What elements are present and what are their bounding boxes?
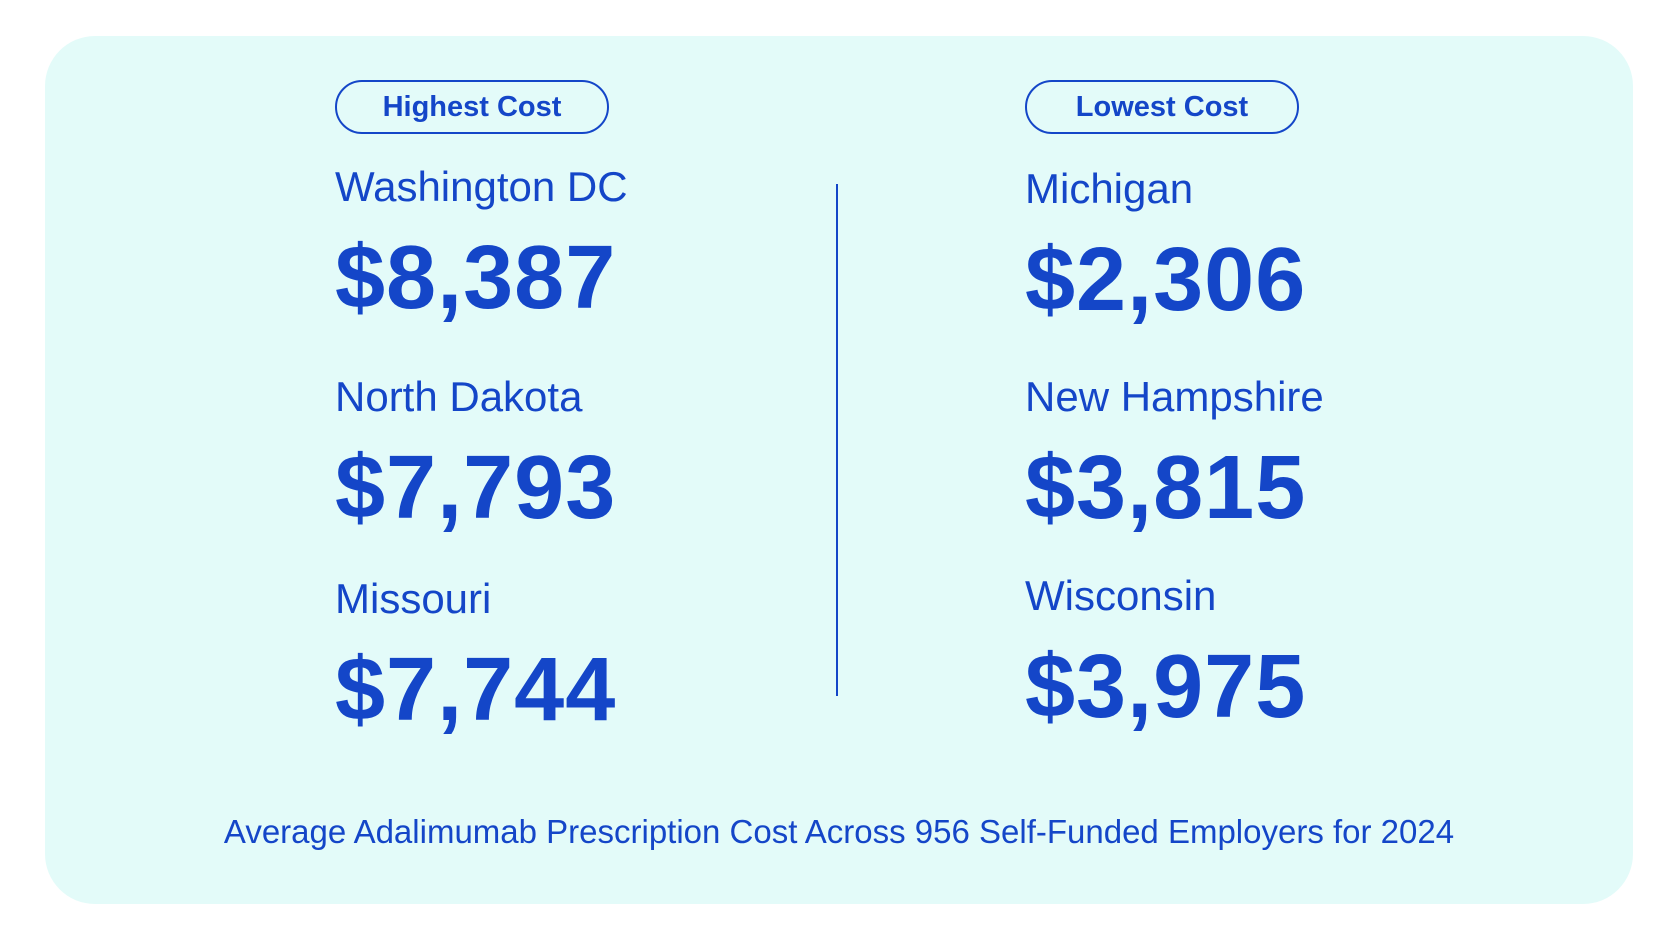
cost-value: $3,975 bbox=[1025, 637, 1307, 737]
footnote-caption: Average Adalimumab Prescription Cost Acr… bbox=[223, 813, 1455, 850]
lowest-cost-badge: Lowest Cost bbox=[1025, 80, 1299, 134]
highest-cost-badge: Highest Cost bbox=[335, 80, 609, 134]
cost-value: $8,387 bbox=[335, 228, 617, 328]
infographic-card: Highest Cost Washington DC $8,387 North … bbox=[45, 36, 1633, 904]
state-name: New Hampshire bbox=[1025, 373, 1324, 420]
state-name: North Dakota bbox=[335, 373, 583, 420]
column-divider bbox=[836, 184, 838, 696]
highest-entry-1: Washington DC $8,387 bbox=[335, 162, 628, 328]
cost-value: $2,306 bbox=[1025, 230, 1307, 330]
state-name: Missouri bbox=[335, 575, 492, 622]
highest-cost-column: Highest Cost Washington DC $8,387 North … bbox=[335, 36, 855, 904]
lowest-cost-column: Lowest Cost Michigan $2,306 New Hampshir… bbox=[1025, 36, 1545, 904]
cost-value: $7,793 bbox=[335, 438, 617, 538]
lowest-entry-2: New Hampshire $3,815 bbox=[1025, 372, 1324, 538]
state-name: Washington DC bbox=[335, 163, 628, 210]
lowest-entry-3: Wisconsin $3,975 bbox=[1025, 571, 1306, 737]
state-name: Michigan bbox=[1025, 165, 1194, 212]
state-name: Wisconsin bbox=[1025, 572, 1217, 619]
highest-entry-2: North Dakota $7,793 bbox=[335, 372, 616, 538]
highest-entry-3: Missouri $7,744 bbox=[335, 574, 616, 740]
cost-value: $7,744 bbox=[335, 640, 617, 740]
cost-value: $3,815 bbox=[1025, 438, 1307, 538]
lowest-entry-1: Michigan $2,306 bbox=[1025, 164, 1306, 330]
